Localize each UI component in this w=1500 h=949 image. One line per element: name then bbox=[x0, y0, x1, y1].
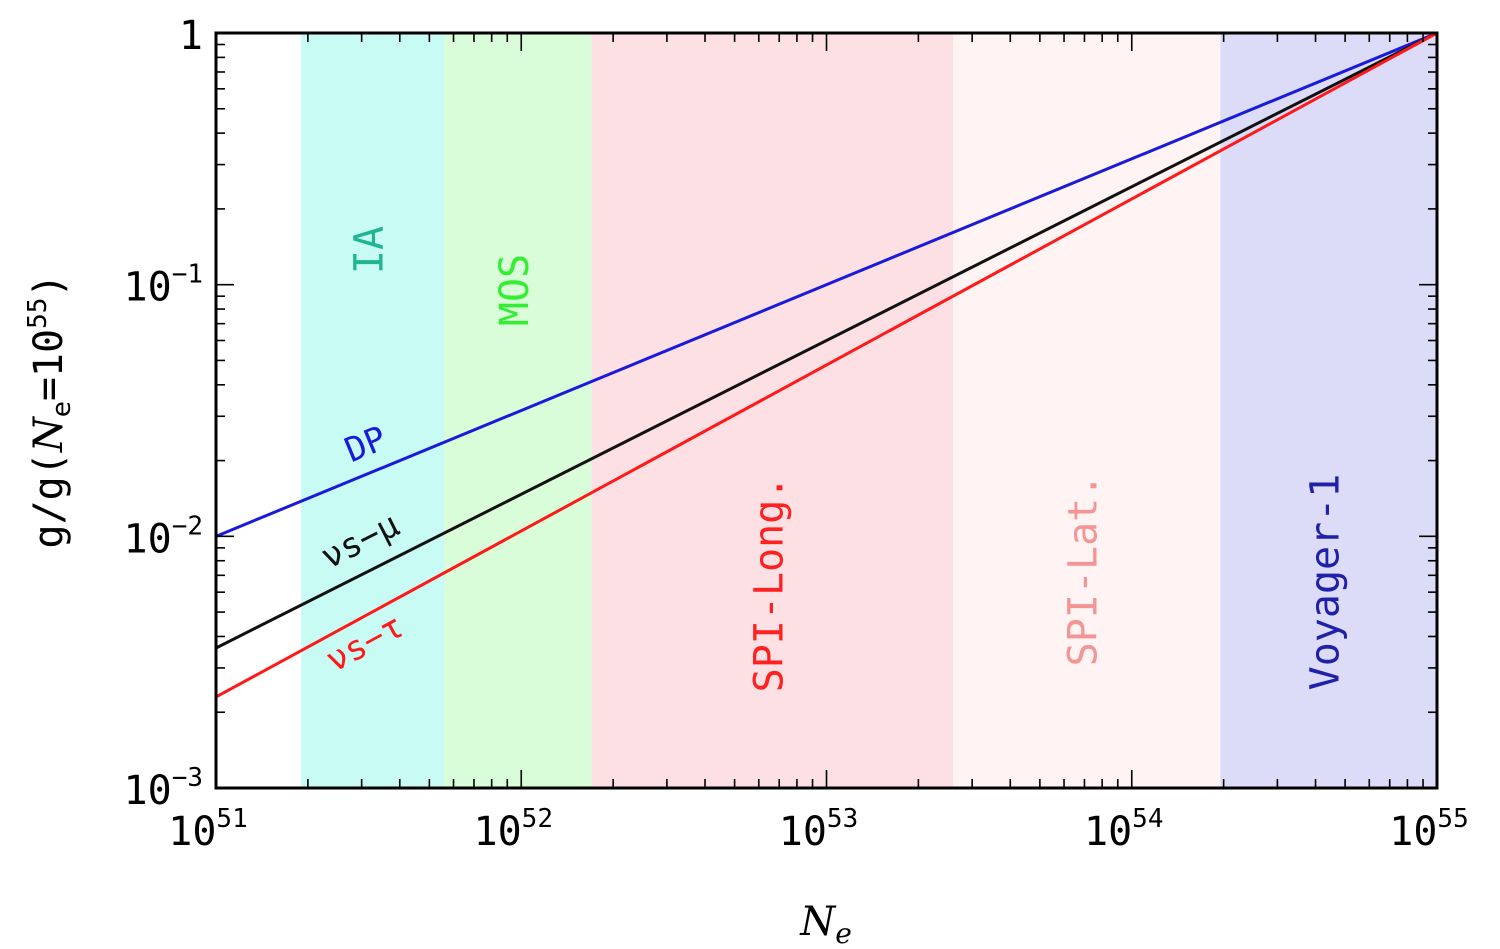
band-voyager-1 bbox=[1220, 33, 1437, 788]
x-tick-label: 1054 bbox=[1084, 804, 1163, 855]
band-label-ia: IA bbox=[347, 226, 393, 274]
series-line-dp bbox=[215, 31, 1438, 538]
y-tick-label: 10−1 bbox=[124, 260, 203, 311]
band-label-spi-lat: SPI-Lat. bbox=[1061, 474, 1107, 667]
x-axis-title-sub: e bbox=[835, 917, 852, 949]
x-axis-title: Ne bbox=[799, 899, 852, 949]
band-ia bbox=[301, 33, 445, 788]
x-tick-label: 1051 bbox=[168, 804, 247, 855]
bands-layer bbox=[301, 33, 1437, 788]
band-labels-layer: IA MOS SPI-Long. SPI-Lat. Voyager-1 bbox=[347, 226, 1349, 692]
y-axis-title-suffix: ) bbox=[26, 274, 72, 298]
y-axis-title-exp: 55 bbox=[23, 298, 53, 329]
band-label-voyager-1: Voyager-1 bbox=[1303, 474, 1349, 691]
series-layer bbox=[215, 31, 1438, 699]
x-tick-label: 1055 bbox=[1389, 804, 1468, 855]
x-axis-title-main: N bbox=[799, 899, 837, 945]
y-axis-title-n-sub: e bbox=[47, 401, 77, 417]
y-tick-label: 10−2 bbox=[124, 511, 203, 562]
y-tick-label: 10−3 bbox=[124, 763, 203, 814]
tick-labels-layer: 1051 1052 1053 1054 1055 10−3 10−2 10−1 1 bbox=[124, 13, 1469, 855]
y-axis-title-eq: =10 bbox=[26, 329, 72, 401]
y-axis-title-prefix: g/g( bbox=[26, 452, 72, 548]
x-tick-label: 1052 bbox=[474, 804, 553, 855]
y-tick-label: 1 bbox=[179, 13, 203, 59]
series-line-nus-tau bbox=[215, 31, 1438, 699]
x-tick-label: 1053 bbox=[779, 804, 858, 855]
y-axis-title-n: N bbox=[26, 415, 72, 453]
band-spi-long bbox=[591, 33, 954, 788]
band-label-spi-long: SPI-Long. bbox=[746, 476, 792, 693]
band-spi-lat bbox=[953, 33, 1221, 788]
series-line-nus-mu bbox=[215, 31, 1438, 650]
y-axis-title: g/g(Ne=1055) bbox=[23, 274, 77, 549]
plot-frame bbox=[214, 31, 1439, 790]
band-label-mos: MOS bbox=[492, 254, 538, 326]
